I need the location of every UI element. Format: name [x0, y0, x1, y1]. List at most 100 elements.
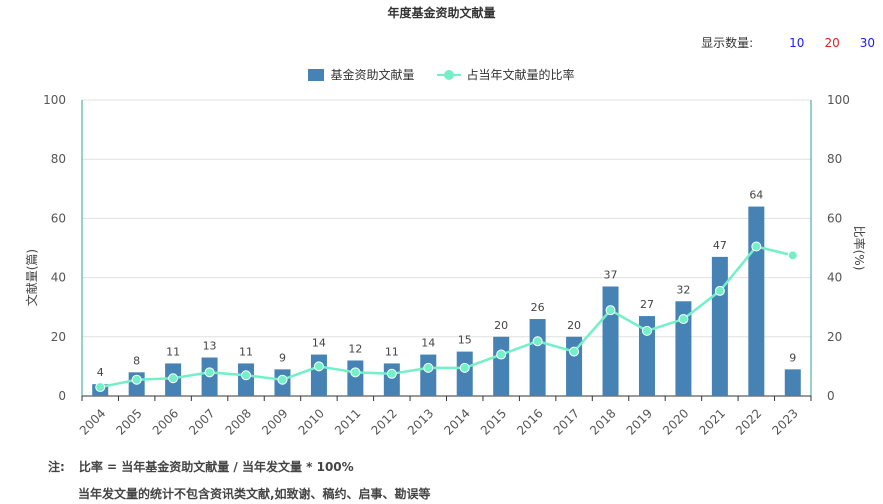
ratio-line: [99, 245, 794, 389]
ratio-point: [313, 361, 324, 372]
bar-value-label: 11: [166, 345, 180, 358]
bar-value-label: 9: [789, 351, 796, 364]
legend-item-bar[interactable]: 基金资助文献量: [308, 66, 415, 83]
y-right-tick-label: 100: [827, 93, 850, 107]
bar-value-label: 32: [676, 283, 690, 296]
x-tick-label: 2011: [332, 406, 363, 437]
ratio-point: [678, 314, 689, 325]
x-tick-label: 2021: [696, 406, 727, 437]
legend-line-swatch: [436, 69, 461, 81]
ratio-point: [277, 374, 288, 385]
x-tick-label: 2007: [186, 406, 217, 437]
ratio-point: [787, 250, 798, 261]
display-count-option-10[interactable]: 10: [789, 35, 805, 50]
notes-prefix: 注:: [48, 460, 65, 474]
x-tick-label: 2017: [551, 406, 582, 437]
x-tick-label: 2019: [624, 406, 655, 437]
bar-value-label: 9: [279, 351, 286, 364]
display-count-option-20[interactable]: 20: [824, 35, 840, 50]
y-left-tick-label: 80: [51, 152, 66, 166]
display-count-label: 显示数量:: [701, 36, 754, 50]
x-tick-label: 2014: [441, 406, 472, 437]
notes-line-1: 比率 = 当年基金资助文献量 / 当年发文量 * 100%: [78, 460, 354, 474]
y-left-axis-title: 文献量(篇): [24, 249, 39, 306]
x-tick-label: 2018: [587, 406, 618, 437]
ratio-point: [496, 349, 507, 360]
bar: [529, 319, 546, 396]
display-count-option-30[interactable]: 30: [859, 35, 875, 50]
bar-value-label: 8: [133, 354, 140, 367]
y-left-tick-label: 100: [43, 93, 66, 107]
ratio-point: [751, 241, 762, 252]
bar-value-label: 20: [567, 319, 581, 332]
ratio-point: [131, 374, 142, 385]
bar-value-label: 64: [749, 189, 763, 202]
ratio-point: [241, 370, 252, 381]
bar: [310, 354, 327, 396]
ratio-point: [569, 346, 580, 357]
ratio-point: [423, 362, 434, 373]
ratio-point: [532, 336, 543, 347]
bar: [456, 351, 473, 396]
y-right-tick-label: 40: [827, 271, 842, 285]
x-tick-label: 2023: [769, 406, 800, 437]
ratio-point: [605, 305, 616, 316]
x-tick-label: 2008: [223, 406, 254, 437]
bar: [748, 206, 765, 396]
x-tick-label: 2010: [296, 406, 327, 437]
bar-value-label: 47: [713, 239, 727, 252]
bar: [675, 301, 692, 396]
bar: [711, 256, 728, 396]
y-left-tick-label: 40: [51, 271, 66, 285]
bar: [602, 286, 619, 396]
x-tick-label: 2004: [77, 406, 108, 437]
x-tick-label: 2005: [113, 406, 144, 437]
bar: [347, 360, 364, 396]
ratio-point: [714, 285, 725, 296]
ratio-point: [168, 373, 179, 384]
x-tick-label: 2022: [733, 406, 764, 437]
y-left-tick-label: 60: [51, 211, 66, 225]
legend-item-line[interactable]: 占当年文献量的比率: [436, 66, 575, 83]
bar-value-label: 27: [640, 298, 654, 311]
chart-legend: 基金资助文献量 占当年文献量的比率: [0, 66, 883, 83]
x-tick-label: 2012: [368, 406, 399, 437]
bar-value-label: 12: [348, 342, 362, 355]
x-tick-label: 2006: [150, 406, 181, 437]
y-right-tick-label: 0: [827, 389, 835, 403]
x-tick-label: 2020: [660, 406, 691, 437]
legend-line-label: 占当年文献量的比率: [466, 68, 575, 82]
bar-value-label: 13: [203, 340, 217, 353]
bar-value-label: 14: [312, 337, 326, 350]
ratio-point: [95, 382, 106, 393]
notes-line-2: 当年发文量的统计不包含资讯类文献,如致谢、稿约、启事、勘误等: [78, 487, 431, 501]
y-right-tick-label: 80: [827, 152, 842, 166]
bar-value-label: 11: [385, 345, 399, 358]
ratio-point: [386, 368, 397, 379]
y-right-tick-label: 20: [827, 330, 842, 344]
bar: [638, 316, 655, 396]
bar-value-label: 11: [239, 345, 253, 358]
legend-bar-swatch: [308, 68, 325, 81]
bar-value-label: 20: [494, 319, 508, 332]
y-right-tick-label: 60: [827, 211, 842, 225]
chart-notes: 注: 比率 = 当年基金资助文献量 / 当年发文量 * 100% 当年发文量的统…: [48, 458, 431, 502]
y-left-tick-label: 20: [51, 330, 66, 344]
bar-value-label: 4: [97, 366, 104, 379]
bar-value-label: 26: [531, 301, 545, 314]
ratio-point: [641, 325, 652, 336]
bar: [784, 369, 801, 396]
y-right-axis-title: 比率(%): [852, 226, 867, 271]
display-count-control: 显示数量: 10 20 30: [701, 34, 875, 51]
bar: [383, 363, 400, 396]
bar-value-label: 14: [421, 337, 435, 350]
bar: [493, 336, 510, 396]
x-tick-label: 2013: [405, 406, 436, 437]
ratio-point: [350, 367, 361, 378]
legend-bar-label: 基金资助文献量: [330, 68, 415, 82]
y-left-tick-label: 0: [58, 389, 66, 403]
bar-value-label: 37: [604, 268, 618, 281]
ratio-point: [459, 362, 470, 373]
x-tick-label: 2016: [514, 406, 545, 437]
